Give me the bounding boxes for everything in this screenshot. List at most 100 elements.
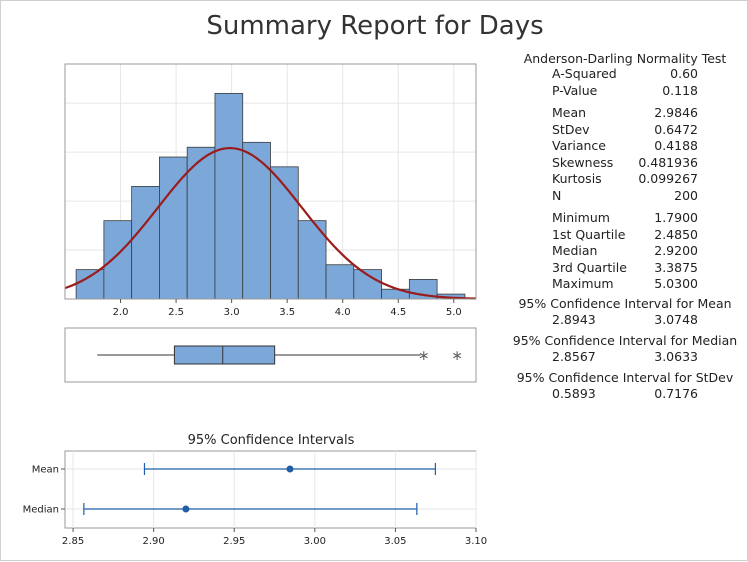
quantile-stat-row: Minimum 1.7900 [506,210,744,227]
moment-rows: Mean 2.9846 StDev 0.6472 Variance 0.4188 Skewn… [506,105,744,204]
quantile-stat-row: Maximum 5.0300 [506,276,744,293]
moment-stat-row: Mean 2.9846 [506,105,744,122]
moment-stat-label: N [552,187,562,203]
histogram-x-ticks: 2.0 2.5 3.0 3.5 4.0 4.5 5.0 [64,63,477,318]
report-title: Summary Report for Days [206,11,544,41]
boxplot-outlier: ∗ [418,348,430,364]
histogram-tick-label: 3.0 [224,307,240,318]
ad-stat-label: A-Squared [552,66,617,81]
boxplot: ∗ ∗ [97,345,463,365]
ci-tick-label: 2.85 [62,536,84,547]
quantile-stat-label: Maximum [552,276,614,291]
quantile-stat-label: Median [552,243,598,258]
ci-median-high: 3.0633 [654,348,698,364]
ci-interval-median [83,503,418,515]
histogram-bar [186,146,216,300]
histogram-tick-label: 2.5 [168,307,184,318]
boxplot-panel: ∗ ∗ [64,327,477,383]
histogram-bar [325,264,355,300]
histogram-bar [214,92,244,300]
moment-stat-label: Mean [552,105,587,120]
ci-stdev-values: 0.5893 0.7176 [506,385,744,403]
ci-interval-point [182,505,190,513]
ci-tick-label: 3.10 [465,536,487,547]
ci-tick-label: 3.00 [304,536,326,547]
moment-stat-row: StDev 0.6472 [506,122,744,139]
ad-stat-value: 0.118 [662,82,698,98]
histogram-bars [75,92,466,300]
ad-stat-row: A-Squared 0.60 [506,66,744,83]
quantile-stat-row: 3rd Quartile 3.3875 [506,260,744,277]
ci-y-label: Mean [32,465,59,476]
ci-chart-title: 95% Confidence Intervals [188,433,355,448]
boxplot-box [173,345,276,365]
quantile-stat-value: 2.4850 [654,226,698,242]
histogram-tick-label: 5.0 [446,307,462,318]
ci-tick-label: 3.05 [384,536,406,547]
moment-stat-label: Variance [552,138,606,153]
ci-y-label: Median [23,505,59,516]
moment-stat-value: 0.099267 [638,171,698,186]
histogram-tick-label: 3.5 [279,307,295,318]
histogram-bar [297,220,327,300]
ad-stat-value: 0.60 [670,66,698,81]
quantile-stat-label: 3rd Quartile [552,259,627,275]
moment-stat-row: Skewness 0.481936 [506,155,744,172]
normal-fit-curve [64,147,477,300]
histogram-tick-label: 2.0 [113,307,129,318]
moment-stat-value: 0.481936 [638,154,698,170]
ci-intervals [83,463,436,515]
histogram-frame-overlay [64,63,477,300]
charts-area: 2.0 2.5 3.0 3.5 4.0 4.5 5.0 ∗ ∗ 95% Confidence … [23,63,488,547]
ad-stat-label: P-Value [552,82,598,98]
moment-stat-row: Kurtosis 0.099267 [506,171,744,188]
moment-stat-value: 0.4188 [654,138,698,153]
moment-stat-value: 200 [674,187,698,203]
moment-stat-label: Kurtosis [552,171,602,186]
histogram-tick-label: 4.5 [390,307,406,318]
ci-frame [64,450,477,529]
histogram-bar [131,185,160,300]
histogram-bar [242,141,271,300]
ci-median-title: 95% Confidence Interval for Median [512,332,738,348]
ci-x-ticks: 2.85 2.90 2.95 3.00 3.05 3.10 [62,528,487,547]
ci-mean-low: 2.8943 [552,311,596,327]
ci-panel: 95% Confidence Intervals 2.85 2.90 2.95 3.0… [23,433,488,547]
quantile-stat-row: 1st Quartile 2.4850 [506,227,744,244]
ad-test-rows: A-Squared 0.60 P-Value 0.118 [506,66,744,99]
ci-tick-label: 2.90 [143,536,165,547]
histogram-panel: 2.0 2.5 3.0 3.5 4.0 4.5 5.0 [64,63,477,318]
quantile-stat-label: 1st Quartile [552,226,626,242]
ci-mean-high: 3.0748 [654,311,698,327]
quantile-stat-value: 3.3875 [654,259,698,275]
ci-interval-mean [143,463,436,475]
boxplot-outlier: ∗ [451,348,463,364]
stats-panel: Anderson-Darling Normality Test A-Square… [506,51,744,403]
ci-mean-title: 95% Confidence Interval for Mean [518,295,732,311]
moment-stat-label: Skewness [552,154,614,170]
quantile-stat-value: 2.9200 [654,243,698,258]
quantile-stat-row: Median 2.9200 [506,243,744,260]
quantile-stat-value: 1.7900 [654,210,698,225]
ci-interval-point [286,465,294,473]
moment-stat-label: StDev [552,121,590,137]
quantile-stat-label: Minimum [552,210,610,225]
histogram-bar [103,220,133,300]
ci-stdev-title: 95% Confidence Interval for StDev [516,369,734,385]
ci-median-low: 2.8567 [552,348,596,364]
ci-tick-label: 2.95 [223,536,245,547]
moment-stat-row: N 200 [506,188,744,205]
ad-stat-row: P-Value 0.118 [506,83,744,100]
ci-stdev-low: 0.5893 [552,385,596,401]
moment-stat-value: 2.9846 [654,105,698,120]
quantile-stat-value: 5.0300 [654,276,698,291]
histogram-tick-label: 4.0 [335,307,351,318]
ci-y-labels: Mean Median [23,465,65,516]
ci-mean-values: 2.8943 3.0748 [506,311,744,329]
ad-test-title: Anderson-Darling Normality Test [523,51,727,66]
moment-stat-value: 0.6472 [654,121,698,137]
ci-median-values: 2.8567 3.0633 [506,348,744,366]
quantile-rows: Minimum 1.7900 1st Quartile 2.4850 Median 2.9… [506,210,744,293]
moment-stat-row: Variance 0.4188 [506,138,744,155]
